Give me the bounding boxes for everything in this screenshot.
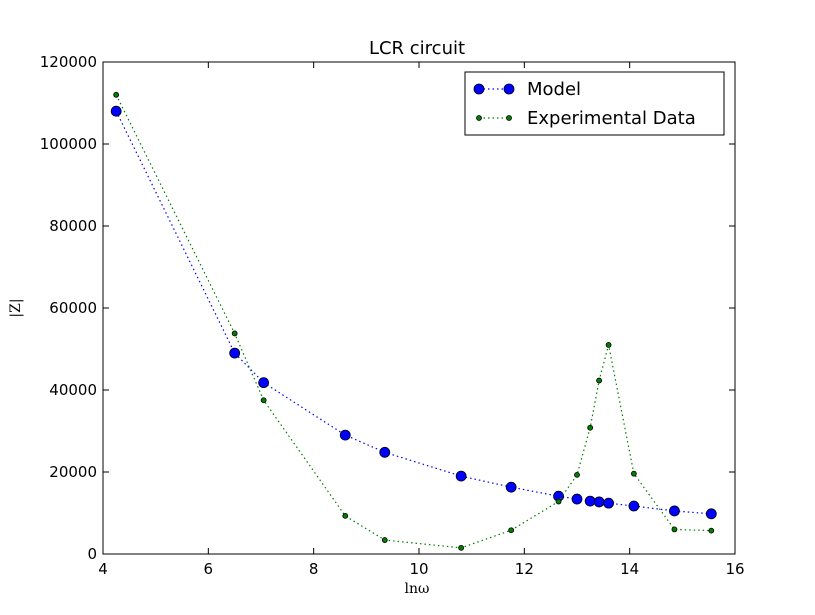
series-1-point-6 [508, 527, 515, 534]
y-tick-label-5: 100000 [40, 135, 97, 153]
y-tick-label-6: 120000 [40, 53, 97, 71]
series-1-point-10 [596, 377, 603, 384]
series-0-point-8 [571, 493, 583, 505]
series-0-point-12 [628, 500, 640, 512]
y-tick-label-1: 20000 [49, 463, 97, 481]
series-0-point-6 [505, 481, 517, 493]
series-1-point-1 [231, 330, 238, 337]
legend-marker-1-0 [476, 115, 482, 121]
series-1-point-7 [555, 498, 562, 505]
series-0-point-11 [603, 497, 614, 509]
x-tick-label-2: 8 [309, 560, 319, 578]
y-axis-label: |Z| [8, 298, 24, 317]
chart-title: LCR circuit [369, 38, 465, 59]
series-0-point-0 [110, 105, 122, 117]
legend-marker-0-0 [473, 83, 485, 95]
series-line-0 [115, 110, 712, 515]
series-1-point-11 [605, 341, 612, 348]
series-0-point-3 [339, 429, 351, 441]
series-1-point-9 [587, 424, 594, 431]
x-tick-label-4: 12 [515, 560, 534, 578]
series-1-point-3 [342, 512, 349, 519]
series-1-point-12 [630, 470, 637, 477]
x-tick-label-1: 6 [204, 560, 214, 578]
series-0-point-14 [705, 508, 717, 520]
series-0-point-2 [258, 377, 270, 389]
y-tick-label-0: 0 [87, 545, 97, 563]
legend-marker-1-1 [506, 115, 512, 121]
legend: Model Experimental Data [464, 71, 725, 136]
legend-label-1: Experimental Data [527, 108, 696, 129]
series-0-point-4 [379, 446, 391, 458]
y-tick-label-3: 60000 [49, 299, 97, 317]
x-tick-label-5: 14 [620, 560, 639, 578]
plot-frame [102, 61, 736, 555]
series-1-point-4 [381, 537, 388, 543]
series-0-point-5 [455, 470, 467, 482]
series-0-point-9 [584, 495, 596, 507]
y-tick-label-2: 40000 [49, 381, 97, 399]
x-tick-label-3: 10 [409, 560, 428, 578]
series-1-point-5 [458, 544, 465, 551]
y-tick-label-4: 80000 [49, 217, 97, 235]
series-1-point-0 [113, 91, 120, 98]
x-axis-label: lnω [405, 581, 430, 597]
series-0-point-10 [593, 496, 605, 508]
series-0-point-13 [669, 505, 680, 517]
series-1-point-13 [671, 526, 678, 533]
x-tick-label-6: 16 [725, 560, 744, 578]
series-0-point-1 [229, 347, 241, 359]
series-line-1 [115, 94, 712, 549]
legend-marker-0-1 [503, 83, 515, 95]
legend-label-0: Model [527, 79, 581, 100]
x-tick-label-0: 4 [98, 560, 108, 578]
series-1-point-14 [708, 527, 715, 534]
series-1-point-8 [574, 471, 580, 478]
series-1-point-2 [260, 397, 267, 404]
legend-box [464, 71, 725, 136]
plot-area: 4 6 8 10 12 14 16 0 20000 40000 60000 80000 100000 12… [40, 53, 745, 578]
